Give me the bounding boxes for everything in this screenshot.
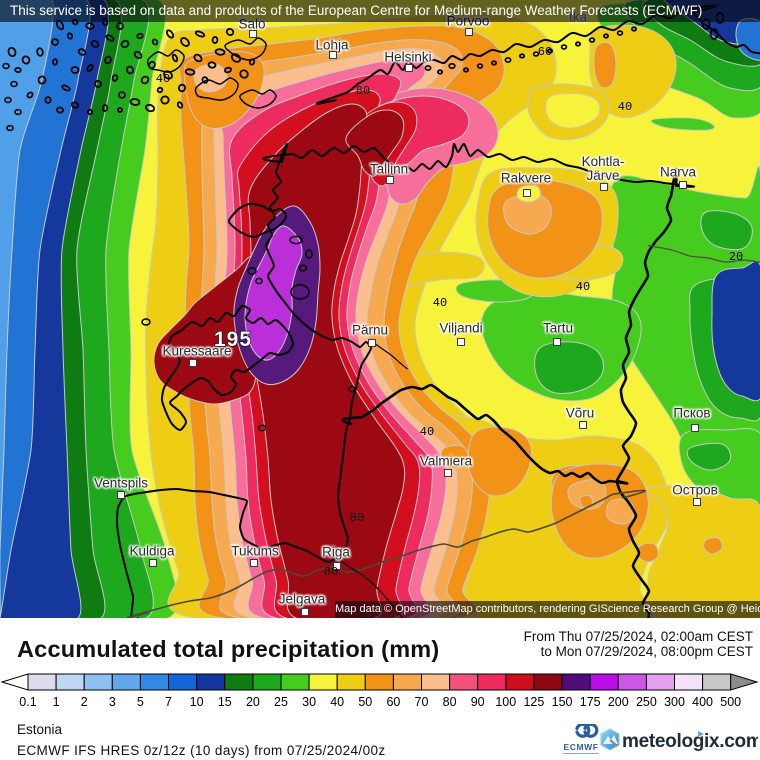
svg-text:10: 10: [190, 695, 204, 709]
svg-text:50: 50: [358, 695, 372, 709]
svg-text:250: 250: [636, 695, 657, 709]
svg-text:40: 40: [330, 695, 344, 709]
svg-text:20: 20: [246, 695, 260, 709]
svg-text:500: 500: [720, 695, 741, 709]
svg-text:150: 150: [552, 695, 573, 709]
svg-text:3: 3: [109, 695, 116, 709]
svg-text:100: 100: [495, 695, 516, 709]
svg-text:80: 80: [443, 695, 457, 709]
svg-text:5: 5: [137, 695, 144, 709]
svg-text:70: 70: [415, 695, 429, 709]
svg-text:ECMWF: ECMWF: [563, 742, 598, 752]
svg-text:90: 90: [471, 695, 485, 709]
svg-text:1: 1: [53, 695, 60, 709]
svg-text:60: 60: [386, 695, 400, 709]
svg-text:125: 125: [523, 695, 544, 709]
svg-text:0.1: 0.1: [19, 695, 36, 709]
svg-text:15: 15: [218, 695, 232, 709]
svg-text:200: 200: [608, 695, 629, 709]
svg-text:2: 2: [81, 695, 88, 709]
svg-text:175: 175: [580, 695, 601, 709]
svg-text:25: 25: [274, 695, 288, 709]
svg-text:300: 300: [664, 695, 685, 709]
svg-text:7: 7: [165, 695, 172, 709]
svg-text:400: 400: [692, 695, 713, 709]
svg-text:meteologix.com: meteologix.com: [622, 731, 758, 752]
svg-text:30: 30: [302, 695, 316, 709]
